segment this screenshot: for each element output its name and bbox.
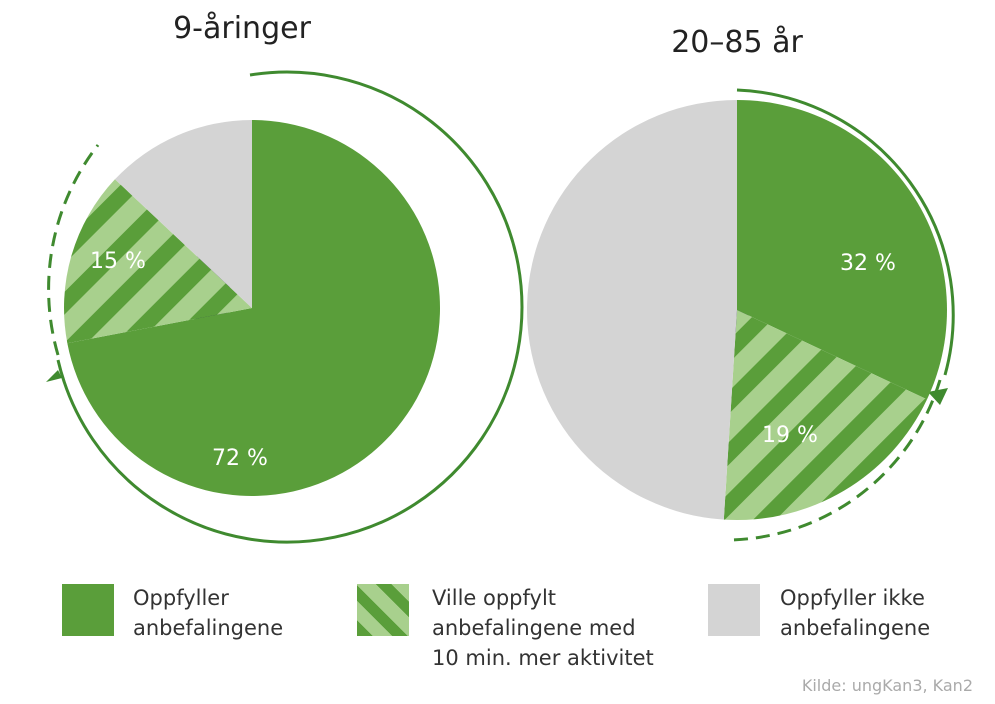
arc-decoration bbox=[56, 70, 524, 544]
source: Kilde: ungKan3, Kan2 bbox=[801, 676, 973, 695]
value-label: 32 % bbox=[840, 251, 896, 276]
chart-title: 9-åringer bbox=[173, 11, 311, 46]
arc-decoration bbox=[727, 379, 942, 542]
pie-slice bbox=[526, 100, 737, 520]
pie-slice bbox=[67, 120, 441, 496]
arrow-head bbox=[928, 388, 948, 405]
value-label: 15 % bbox=[90, 249, 146, 274]
pie-slice bbox=[723, 310, 928, 521]
legend-swatch bbox=[708, 584, 760, 636]
pie-slice bbox=[737, 100, 947, 400]
pie-slice bbox=[114, 120, 253, 308]
arc-decoration bbox=[736, 88, 955, 376]
legend-swatch bbox=[62, 584, 114, 636]
arrow-head bbox=[46, 370, 62, 382]
legend-label: Ville oppfylt anbefalingene med 10 min. … bbox=[432, 586, 654, 670]
chart-title: 20–85 år bbox=[671, 25, 803, 60]
value-label: 19 % bbox=[762, 423, 818, 448]
pie-slice bbox=[63, 179, 252, 344]
legend-swatch bbox=[357, 584, 409, 636]
value-label: 72 % bbox=[212, 446, 268, 471]
legend-label: Oppfyller ikke anbefalingene bbox=[780, 586, 931, 640]
arc-decoration bbox=[47, 144, 100, 356]
legend-label: Oppfyller anbefalingene bbox=[133, 586, 284, 640]
